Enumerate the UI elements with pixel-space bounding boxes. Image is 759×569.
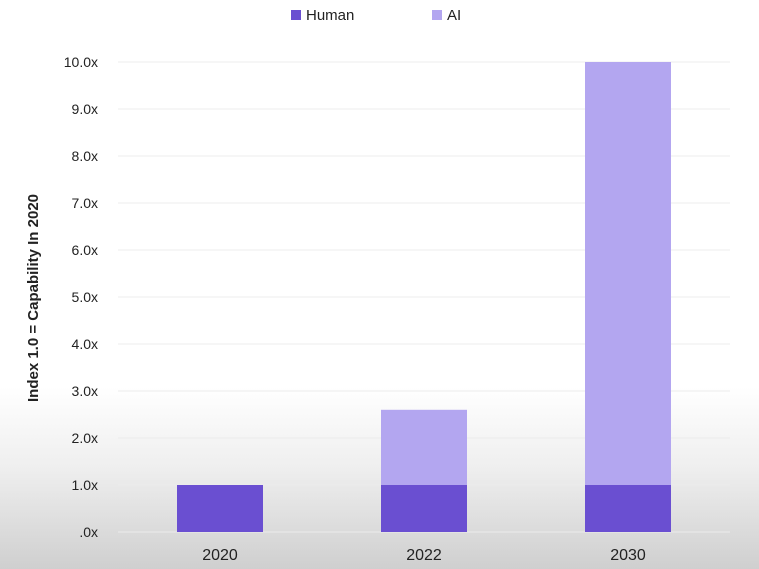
y-tick-label: 1.0x: [72, 477, 98, 493]
y-tick-label: 5.0x: [72, 289, 98, 305]
x-tick-label: 2022: [406, 547, 442, 564]
y-tick-label: 2.0x: [72, 430, 98, 446]
bar-ai-2030: [585, 62, 671, 485]
bar-human-2020: [177, 485, 263, 532]
legend: Human AI: [291, 7, 461, 24]
bars: [177, 62, 671, 532]
bar-human-2030: [585, 485, 671, 532]
y-tick-label: 10.0x: [64, 54, 98, 70]
y-tick-label: 3.0x: [72, 383, 98, 399]
x-tick-labels: 2020 2022 2030: [202, 547, 646, 564]
legend-label-human: Human: [306, 7, 354, 24]
legend-swatch-ai: [432, 10, 442, 20]
y-tick-label: .0x: [79, 524, 98, 540]
x-tick-label: 2020: [202, 547, 238, 564]
bar-human-2022: [381, 485, 467, 532]
x-tick-label: 2030: [610, 547, 646, 564]
y-tick-labels: .0x 1.0x 2.0x 3.0x 4.0x 5.0x 6.0x 7.0x 8.0x 9.0x 1…: [64, 54, 98, 540]
bar-ai-2022: [381, 409, 467, 485]
y-tick-label: 9.0x: [72, 101, 98, 117]
legend-label-ai: AI: [447, 7, 461, 24]
y-tick-label: 8.0x: [72, 148, 98, 164]
legend-swatch-human: [291, 10, 301, 20]
y-tick-label: 7.0x: [72, 195, 98, 211]
y-axis-title: Index 1.0 = Capability In 2020: [25, 194, 42, 402]
y-tick-label: 6.0x: [72, 242, 98, 258]
y-tick-label: 4.0x: [72, 336, 98, 352]
